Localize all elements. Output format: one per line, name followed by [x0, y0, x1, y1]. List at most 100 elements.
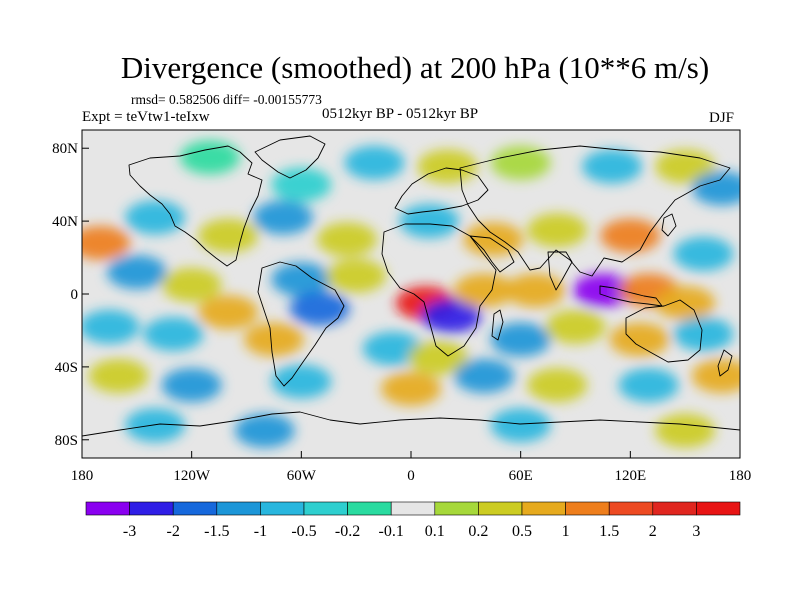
field-blob — [545, 309, 606, 344]
field-blob — [673, 317, 734, 352]
colorbar-label: 3 — [692, 523, 700, 540]
field-blob — [317, 222, 378, 257]
field-blob — [243, 322, 304, 357]
experiment-label: Expt = teVtw1-teIxw — [82, 109, 210, 125]
coastline-australia — [625, 299, 703, 363]
lat-tick-label: 80S — [55, 433, 78, 449]
lat-tick-label: 40N — [52, 214, 78, 230]
colorbar-label: 0.2 — [468, 523, 488, 540]
lat-tick-label: 80N — [52, 141, 78, 157]
colorbar-swatch — [652, 501, 697, 516]
colorbar-swatch — [478, 501, 523, 516]
field-blob — [408, 340, 469, 375]
longitude-axis: 180 120W 60W 0 60E 120E 180 — [71, 451, 752, 484]
field-blob — [271, 262, 332, 297]
field-blob — [417, 149, 478, 184]
colorbar-swatch — [260, 501, 305, 516]
field-blob — [490, 145, 551, 180]
field-blob — [125, 200, 186, 235]
field-blob — [582, 149, 643, 184]
field-blob — [161, 368, 222, 403]
field-blob — [454, 273, 515, 308]
colorbar-swatch — [303, 501, 348, 516]
colorbar-label: 0.1 — [425, 523, 445, 540]
lon-tick-label: 180 — [71, 468, 94, 484]
coastline-greenland — [254, 135, 326, 179]
field-blob — [399, 204, 460, 239]
stats-line: rmsd= 0.582506 diff= -0.00155773 — [131, 92, 322, 107]
divergence-field — [82, 140, 740, 448]
coastline-europe — [394, 167, 489, 215]
coastlines — [82, 135, 740, 437]
field-blob — [344, 145, 405, 180]
coastline-new-zealand — [717, 349, 733, 377]
colorbar-label: -2 — [167, 523, 180, 540]
lon-tick-label: 180 — [729, 468, 752, 484]
colorbar-swatch — [521, 501, 566, 516]
field-blob — [161, 267, 222, 302]
colorbar-swatch — [434, 501, 479, 516]
field-blob — [673, 236, 734, 271]
field-blob — [527, 368, 588, 403]
field-blob — [326, 258, 387, 293]
field-blob — [421, 298, 482, 333]
field-blob — [527, 213, 588, 248]
season-label: DJF — [709, 110, 735, 126]
colorbar-swatch — [608, 501, 654, 516]
field-blob — [655, 413, 716, 448]
plot-title: Divergence (smoothed) at 200 hPa (10**6 … — [120, 50, 710, 85]
colorbar-swatch — [216, 501, 261, 516]
colorbar-swatch — [565, 501, 610, 516]
lon-tick-label: 120W — [173, 468, 211, 484]
field-blob — [362, 331, 423, 366]
period-label: 0512kyr BP - 0512kyr BP — [322, 106, 479, 122]
field-blob — [143, 317, 204, 352]
coastline-madagascar — [491, 309, 504, 341]
field-blob — [125, 408, 186, 443]
coastline-africa — [381, 223, 497, 357]
field-blob — [253, 200, 314, 235]
field-blob — [381, 371, 441, 406]
colorbar-label: -1 — [254, 523, 267, 540]
lon-tick-label: 0 — [407, 468, 415, 484]
coastline-south-america — [257, 261, 345, 387]
latitude-axis: 80N 40N 0 40S 80S — [52, 141, 89, 449]
colorbar-label: 0.5 — [512, 523, 532, 540]
colorbar-label: -0.2 — [335, 523, 360, 540]
coastline-arabia — [469, 235, 515, 273]
colorbar-label: 2 — [649, 523, 657, 540]
field-blob — [179, 140, 240, 175]
colorbar-label: 1 — [562, 523, 570, 540]
field-blob — [691, 171, 740, 206]
field-blob — [655, 286, 716, 321]
field-blob — [609, 322, 670, 357]
field-blob — [82, 309, 140, 344]
coastline-japan — [661, 213, 677, 237]
field-blob — [490, 408, 551, 443]
colorbar-label: 1.5 — [599, 523, 619, 540]
field-blob — [271, 364, 332, 399]
field-blob — [505, 273, 566, 308]
coastline-india — [547, 251, 573, 291]
field-blob — [88, 359, 149, 393]
colorbar-label: -1.5 — [204, 523, 229, 540]
field-blob — [198, 295, 259, 330]
field-blob — [454, 359, 515, 393]
lon-tick-label: 120E — [614, 468, 646, 484]
field-blob — [82, 225, 131, 260]
lon-tick-label: 60W — [287, 468, 317, 484]
field-blob — [618, 368, 679, 403]
colorbar-label: -0.1 — [379, 523, 404, 540]
field-blob — [106, 255, 167, 290]
colorbar-swatch — [696, 501, 741, 516]
colorbar-swatch — [390, 501, 436, 516]
coastline-antarctica — [82, 411, 740, 437]
lat-tick-label: 40S — [55, 360, 78, 376]
colorbar: -3 -2 -1.5 -1 -0.5 -0.2 -0.1 0.1 0.2 0.5 1 1.5 2 3 — [85, 501, 741, 540]
coastline-north-america — [128, 145, 263, 267]
colorbar-label: -0.5 — [291, 523, 316, 540]
field-blob — [600, 218, 661, 253]
field-blob — [463, 222, 524, 257]
field-blob — [289, 291, 350, 326]
